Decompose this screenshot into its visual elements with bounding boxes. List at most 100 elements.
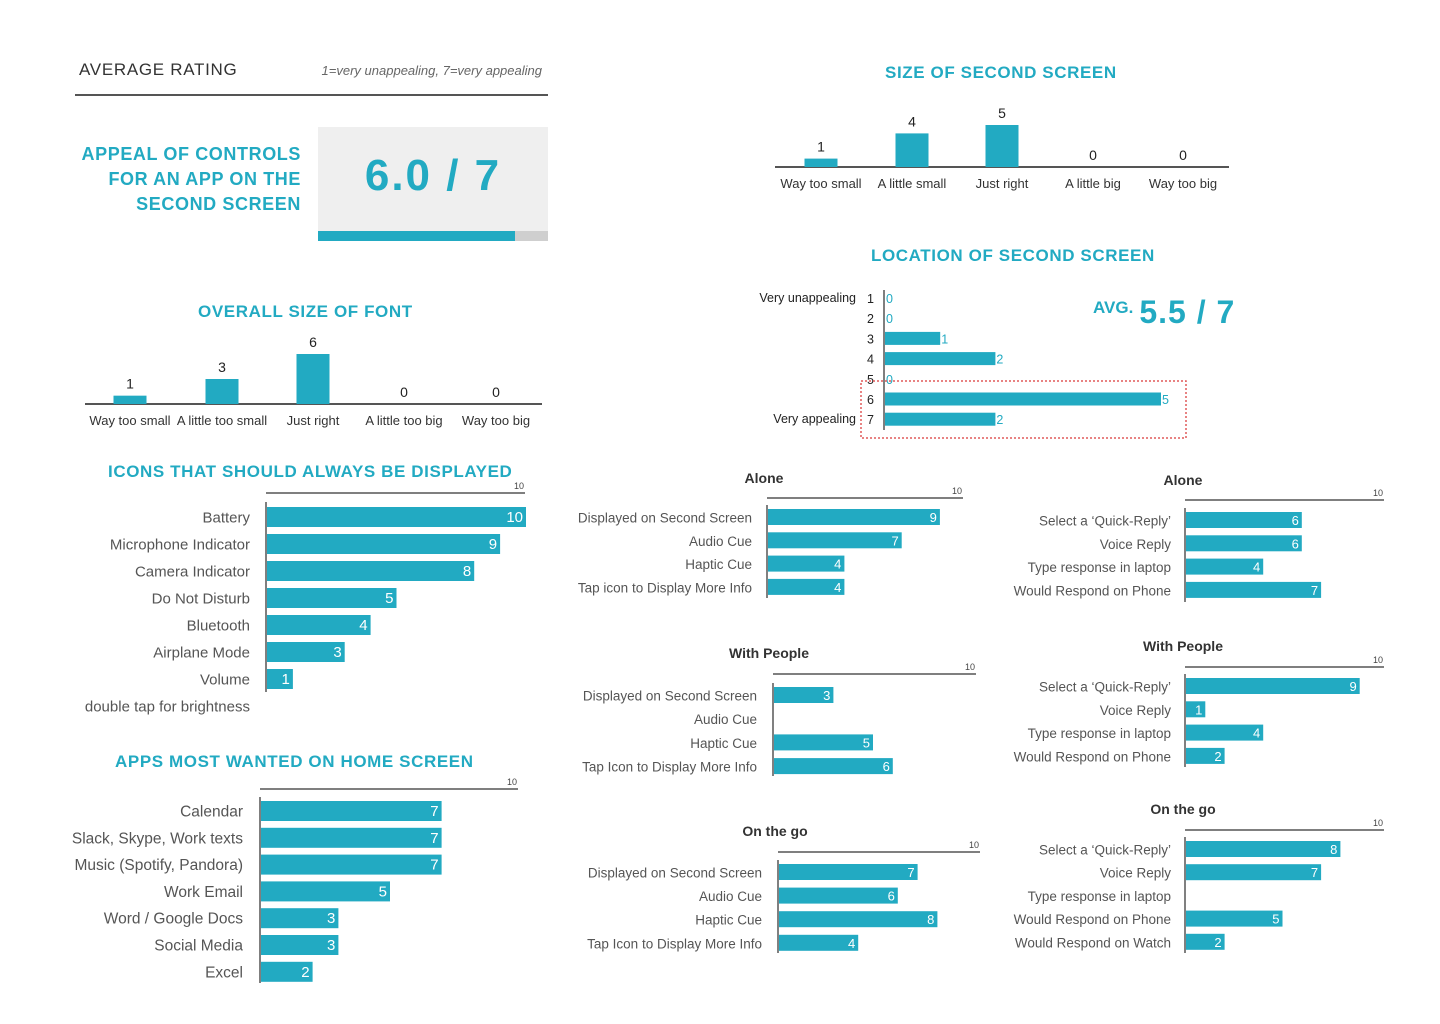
data-label: 1 bbox=[282, 671, 290, 688]
category-label: 6 bbox=[867, 393, 874, 407]
axis-max-label: 10 bbox=[952, 486, 962, 496]
category-label: Voice Reply bbox=[1100, 866, 1172, 881]
category-label: Do Not Disturb bbox=[152, 591, 250, 608]
category-label: Haptic Cue bbox=[690, 736, 757, 751]
bar bbox=[885, 352, 996, 366]
bar bbox=[885, 392, 1161, 406]
data-label: 9 bbox=[930, 510, 937, 525]
bar bbox=[1186, 558, 1264, 575]
bar bbox=[895, 133, 929, 167]
location-average-value: 5.5 / 7 bbox=[1139, 294, 1236, 330]
data-label: 4 bbox=[848, 936, 855, 951]
data-label: 6 bbox=[1292, 536, 1299, 551]
category-label: Tap Icon to Display More Info bbox=[582, 760, 757, 775]
data-label: 0 bbox=[1089, 147, 1097, 163]
bar bbox=[1186, 701, 1206, 718]
data-label: 8 bbox=[463, 563, 471, 580]
data-label: 3 bbox=[327, 937, 335, 954]
category-label: Would Respond on Phone bbox=[1014, 912, 1171, 927]
chart-title-icons: ICONS THAT SHOULD ALWAYS BE DISPLAYED bbox=[108, 462, 513, 481]
axis-max-label: 10 bbox=[1373, 818, 1383, 828]
category-label: Bluetooth bbox=[187, 618, 250, 635]
data-label: 0 bbox=[886, 312, 893, 326]
bar bbox=[205, 379, 239, 404]
appeal-score-value: 6.0 / 7 bbox=[364, 151, 502, 200]
data-label: 1 bbox=[817, 139, 825, 155]
bar bbox=[267, 507, 526, 527]
category-label: Just right bbox=[976, 176, 1029, 191]
category-note: Very unappealing bbox=[759, 291, 856, 305]
data-label: 4 bbox=[1253, 560, 1260, 575]
category-label: Work Email bbox=[164, 884, 243, 901]
data-label: 5 bbox=[1162, 393, 1169, 407]
category-note: Very appealing bbox=[773, 412, 856, 426]
bar bbox=[1186, 581, 1322, 598]
bar bbox=[261, 801, 442, 821]
data-label: 2 bbox=[301, 964, 309, 981]
category-label: 1 bbox=[867, 292, 874, 306]
category-label: Select a ‘Quick-Reply’ bbox=[1039, 514, 1171, 529]
bar bbox=[267, 642, 345, 662]
data-label: 0 bbox=[492, 384, 500, 400]
category-label: Social Media bbox=[154, 938, 243, 955]
bar bbox=[985, 125, 1019, 167]
data-label: 4 bbox=[834, 557, 841, 572]
category-label: Would Respond on Watch bbox=[1015, 935, 1171, 950]
bar bbox=[779, 934, 859, 951]
bar bbox=[1186, 933, 1225, 950]
category-label: Type response in laptop bbox=[1028, 889, 1171, 904]
average-rating-heading: AVERAGE RATING bbox=[79, 60, 238, 79]
bar bbox=[267, 588, 397, 608]
data-label: 4 bbox=[1253, 726, 1260, 741]
category-label: 5 bbox=[867, 373, 874, 387]
bar bbox=[267, 615, 371, 635]
bar bbox=[261, 881, 390, 902]
category-label: Battery bbox=[202, 510, 250, 527]
category-label: A little big bbox=[1065, 176, 1121, 191]
bar bbox=[768, 555, 845, 572]
bar bbox=[779, 887, 898, 904]
data-label: 1 bbox=[1195, 702, 1202, 717]
category-label: Would Respond on Phone bbox=[1014, 749, 1171, 764]
category-label: Slack, Skype, Work texts bbox=[72, 830, 243, 847]
bar bbox=[804, 158, 838, 167]
category-label: Way too big bbox=[462, 413, 530, 428]
data-label: 9 bbox=[489, 536, 497, 553]
data-label: 10 bbox=[506, 509, 523, 526]
category-label: 4 bbox=[867, 353, 874, 367]
bar bbox=[779, 864, 918, 880]
category-label: Type response in laptop bbox=[1028, 560, 1171, 575]
chart-title-apps: APPS MOST WANTED ON HOME SCREEN bbox=[115, 752, 474, 771]
data-label: 7 bbox=[430, 803, 438, 820]
category-label: Displayed on Second Screen bbox=[578, 511, 752, 526]
bar bbox=[774, 687, 834, 703]
bar bbox=[113, 395, 147, 404]
category-label: Voice Reply bbox=[1100, 537, 1172, 552]
data-label: 0 bbox=[400, 384, 408, 400]
category-label: Calendar bbox=[180, 804, 243, 821]
category-label: Way too small bbox=[780, 176, 861, 191]
data-label: 4 bbox=[834, 580, 841, 595]
bar bbox=[1186, 512, 1302, 528]
data-label: 7 bbox=[1311, 583, 1318, 598]
category-label: Audio Cue bbox=[689, 534, 752, 549]
category-label: Way too small bbox=[89, 413, 170, 428]
bar bbox=[885, 412, 996, 426]
data-label: 0 bbox=[886, 292, 893, 306]
category-label: Select a ‘Quick-Reply’ bbox=[1039, 843, 1171, 858]
average-rating-header: AVERAGE RATING 1=very unappealing, 7=ver… bbox=[75, 58, 548, 96]
location-average-label: AVG. bbox=[1093, 298, 1134, 317]
data-label: 0 bbox=[886, 373, 893, 387]
axis-max-label: 10 bbox=[1373, 655, 1383, 665]
data-label: 4 bbox=[359, 617, 367, 634]
appeal-title-line: SECOND SCREEN bbox=[136, 194, 301, 214]
chart-title: Alone bbox=[745, 470, 784, 486]
bar bbox=[1186, 864, 1322, 881]
data-label: 0 bbox=[1179, 147, 1187, 163]
appeal-title-line: FOR AN APP ON THE bbox=[108, 169, 301, 189]
bar bbox=[885, 331, 941, 345]
data-label: 5 bbox=[379, 883, 387, 900]
axis-max-label: 10 bbox=[969, 840, 979, 850]
data-label: 6 bbox=[1292, 513, 1299, 528]
